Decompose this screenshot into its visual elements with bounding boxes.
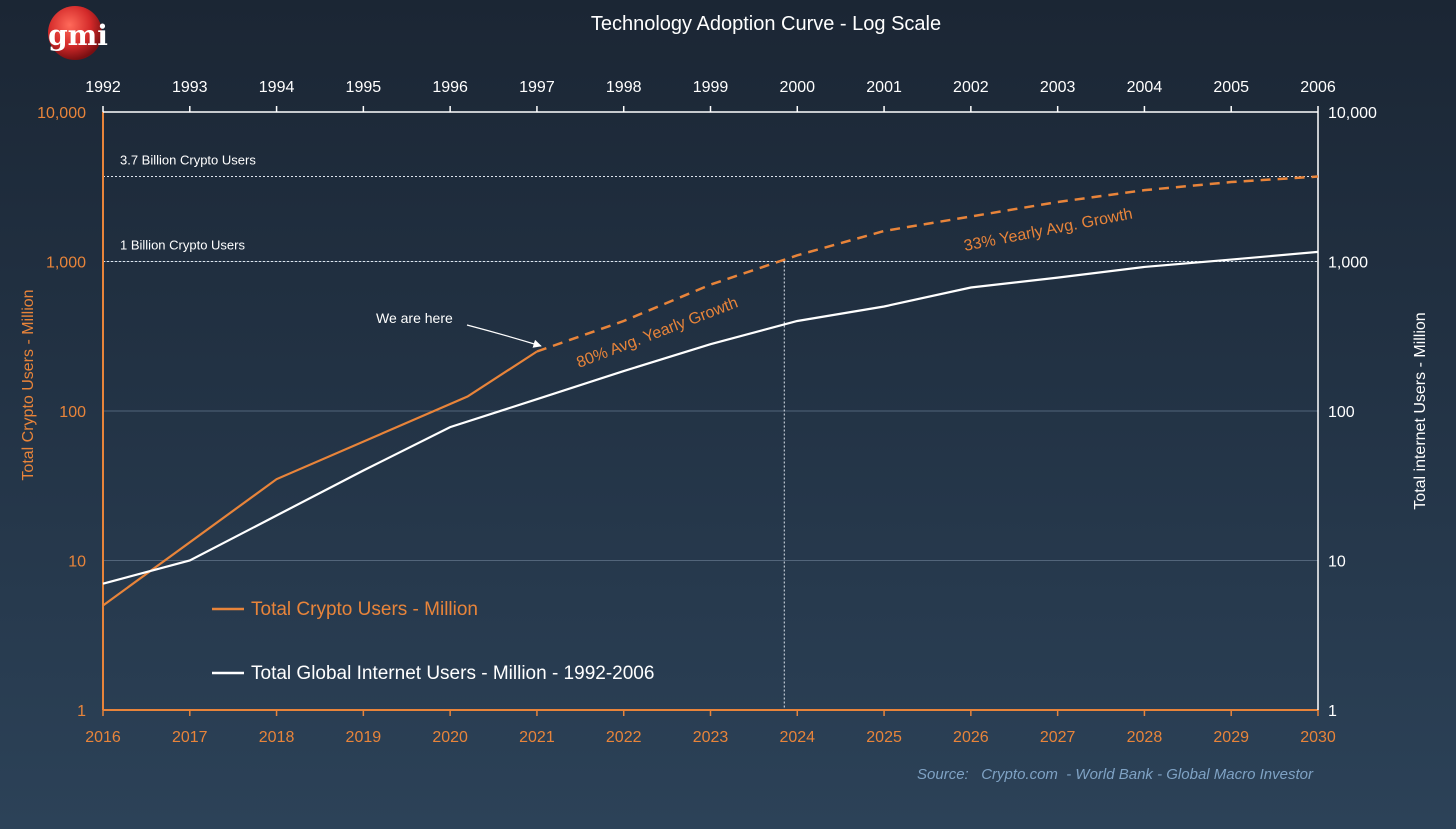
x-bottom-tick-label: 2030 bbox=[1300, 729, 1336, 746]
x-bottom-tick-label: 2018 bbox=[259, 729, 295, 746]
axes bbox=[102, 106, 1319, 716]
y-axis-right-title: Total internet Users - Million bbox=[1412, 312, 1429, 509]
x-bottom-tick-label: 2026 bbox=[953, 729, 989, 746]
x-top-tick-label: 2004 bbox=[1127, 79, 1163, 96]
globe-icon bbox=[48, 6, 102, 60]
reference-label-0: 3.7 Billion Crypto Users bbox=[120, 153, 256, 168]
crypto-users-line-projected bbox=[536, 175, 1319, 353]
x-top-tick-label: 2001 bbox=[866, 79, 902, 96]
x-top-tick-label: 1995 bbox=[346, 79, 382, 96]
y-left-tick-label: 1 bbox=[77, 703, 86, 720]
logo-text: gmi bbox=[48, 19, 108, 52]
legend-label-internet: Total Global Internet Users - Million - … bbox=[251, 663, 654, 684]
y-left-tick-label: 10,000 bbox=[37, 105, 86, 122]
y-right-tick-label: 10,000 bbox=[1328, 105, 1377, 122]
legend-label-crypto: Total Crypto Users - Million bbox=[251, 599, 478, 620]
x-top-tick-label: 1997 bbox=[519, 79, 555, 96]
x-bottom-tick-label: 2025 bbox=[866, 729, 902, 746]
x-top-tick-label: 2006 bbox=[1300, 79, 1336, 96]
grid-lines bbox=[103, 111, 1318, 711]
x-bottom-tick-label: 2028 bbox=[1127, 729, 1163, 746]
x-bottom-tick-label: 2029 bbox=[1213, 729, 1249, 746]
internet-users-line bbox=[102, 250, 1319, 585]
source-note: Source: Crypto.com - World Bank - Global… bbox=[917, 766, 1314, 783]
x-bottom-tick-label: 2016 bbox=[85, 729, 121, 746]
x-top-tick-label: 1999 bbox=[693, 79, 729, 96]
y-axis-left-title: Total Crypto Users - Million bbox=[20, 289, 37, 480]
x-bottom-tick-label: 2024 bbox=[779, 729, 815, 746]
annotation-33-growth: 33% Yearly Avg. Growth bbox=[963, 206, 1134, 255]
crypto-users-line-actual bbox=[102, 350, 538, 607]
y-right-tick-label: 10 bbox=[1328, 554, 1346, 571]
x-bottom-tick-label: 2017 bbox=[172, 729, 208, 746]
x-top-tick-label: 2002 bbox=[953, 79, 989, 96]
y-right-tick-label: 1,000 bbox=[1328, 255, 1368, 272]
reference-label-1: 1 Billion Crypto Users bbox=[120, 238, 245, 253]
chart-title: Technology Adoption Curve - Log Scale bbox=[591, 13, 941, 35]
x-top-tick-label: 1994 bbox=[259, 79, 295, 96]
y-right-tick-label: 100 bbox=[1328, 404, 1355, 421]
x-bottom-tick-label: 2027 bbox=[1040, 729, 1076, 746]
gmi-logo: gmi bbox=[48, 6, 108, 60]
reference-lines: 3.7 Billion Crypto Users 1 Billion Crypto… bbox=[103, 153, 1318, 710]
x-top-tick-label: 2003 bbox=[1040, 79, 1076, 96]
legend: Total Crypto Users - Million Total Globa… bbox=[212, 599, 654, 684]
series-lines bbox=[102, 175, 1319, 607]
y-left-tick-label: 1,000 bbox=[46, 255, 86, 272]
x-bottom-tick-label: 2020 bbox=[432, 729, 468, 746]
x-top-tick-label: 1998 bbox=[606, 79, 642, 96]
x-bottom-tick-label: 2023 bbox=[693, 729, 729, 746]
x-top-tick-label: 1992 bbox=[85, 79, 121, 96]
y-left-tick-label: 10 bbox=[68, 554, 86, 571]
x-bottom-tick-label: 2021 bbox=[519, 729, 555, 746]
x-top-tick-label: 1996 bbox=[432, 79, 468, 96]
x-bottom-tick-label: 2022 bbox=[606, 729, 642, 746]
annotation-we-are-here: We are here bbox=[376, 310, 453, 326]
y-right-tick-label: 1 bbox=[1328, 703, 1337, 720]
x-top-tick-label: 2000 bbox=[779, 79, 815, 96]
tick-labels: 1 1 10 10 100 100 1,000 1,000 10,000 10,000 2016 20… bbox=[37, 79, 1377, 746]
x-top-tick-label: 2005 bbox=[1213, 79, 1249, 96]
y-left-tick-label: 100 bbox=[59, 404, 86, 421]
x-top-tick-label: 1993 bbox=[172, 79, 208, 96]
x-bottom-tick-label: 2019 bbox=[346, 729, 382, 746]
we-are-here-arrow bbox=[466, 324, 542, 348]
